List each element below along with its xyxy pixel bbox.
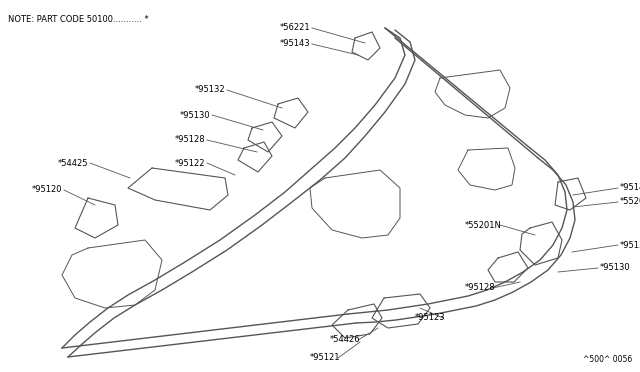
Text: *95132: *95132: [195, 86, 225, 94]
Text: *54425: *54425: [58, 158, 88, 167]
Text: *95143: *95143: [620, 183, 640, 192]
Text: *95120: *95120: [31, 186, 62, 195]
Text: *95122: *95122: [175, 158, 205, 167]
Text: *95143: *95143: [280, 39, 310, 48]
Text: *95130: *95130: [600, 263, 630, 273]
Text: *95133: *95133: [620, 241, 640, 250]
Text: *95130: *95130: [179, 110, 210, 119]
Text: ^500^ 0056: ^500^ 0056: [583, 356, 632, 365]
Text: *55204N: *55204N: [620, 198, 640, 206]
Text: *56221: *56221: [280, 23, 310, 32]
Text: *95123: *95123: [414, 314, 445, 323]
Text: *95128: *95128: [174, 135, 205, 144]
Text: *95128: *95128: [465, 283, 495, 292]
Text: *54426: *54426: [330, 336, 360, 344]
Text: NOTE: PART CODE 50100........... *: NOTE: PART CODE 50100........... *: [8, 16, 148, 25]
Text: *95121: *95121: [310, 353, 340, 362]
Text: *55201N: *55201N: [465, 221, 502, 230]
